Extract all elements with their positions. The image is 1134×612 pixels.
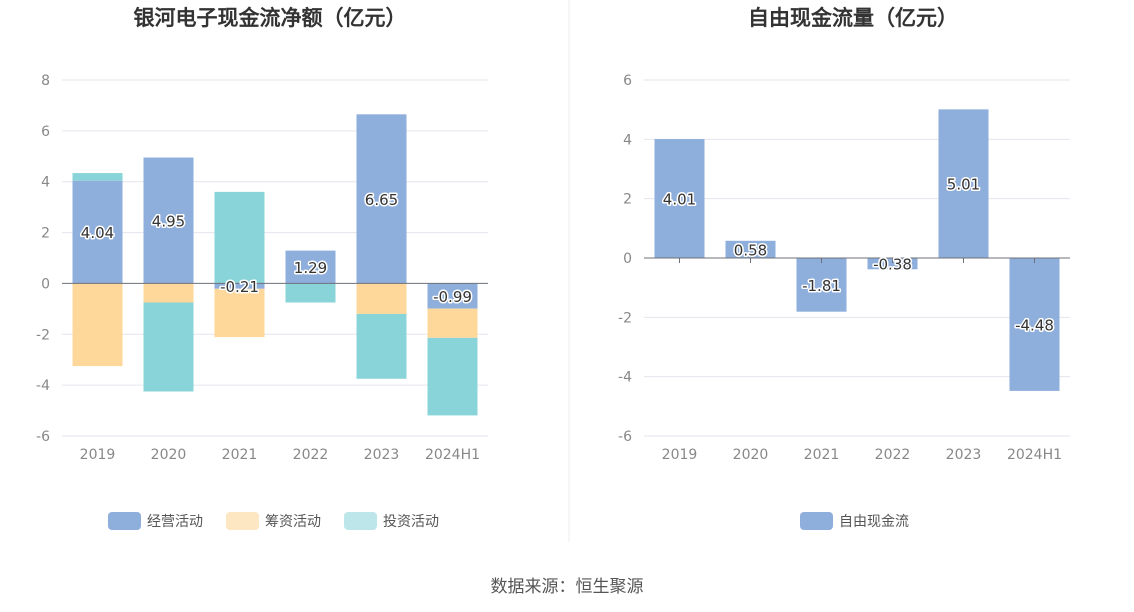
y-tick-label: 6 (41, 124, 50, 140)
legend-label-筹资活动: 筹资活动 (265, 513, 321, 530)
x-tick-label: 2019 (80, 447, 116, 463)
free-cash-flow-chart: 自由现金流量（亿元） -6 -4 -2 0 2 4 6 2019 2020 2021 2022 2023… (618, 6, 1070, 530)
legend-swatch-筹资活动 (226, 512, 259, 530)
bar-投资活动-2022 (285, 283, 336, 303)
data-source-note: 数据来源：恒生聚源 (490, 577, 644, 597)
x-tick-label: 2023 (946, 447, 982, 463)
y-tick-label: 4 (41, 175, 50, 191)
data-label: -0.38 (873, 256, 912, 274)
data-label: 0.58 (734, 241, 767, 259)
legend-swatch-投资活动 (344, 512, 377, 530)
legend-swatch-自由现金流 (800, 512, 833, 530)
y-tick-label: -6 (36, 429, 50, 445)
data-label: 5.01 (947, 176, 980, 194)
data-label: 4.04 (81, 224, 114, 242)
x-tick-label: 2020 (733, 447, 769, 463)
data-label: 4.01 (663, 191, 696, 209)
data-label: -0.21 (220, 278, 259, 296)
bar-筹资活动-2019 (72, 283, 123, 367)
y-tick-label: 4 (623, 132, 632, 148)
x-tick-label: 2019 (662, 447, 698, 463)
x-tick-label: 2024H1 (425, 447, 480, 463)
y-tick-label: 2 (41, 226, 50, 242)
legend-label-投资活动: 投资活动 (383, 514, 439, 530)
y-tick-label: 0 (41, 276, 50, 292)
x-tick-label: 2021 (222, 447, 258, 463)
bar-经营活动-2024H1 (427, 283, 478, 309)
data-label: 1.29 (294, 259, 327, 277)
data-label: 6.65 (365, 191, 398, 209)
bar-自由现金流-2021 (796, 258, 847, 312)
bar-经营活动-2022 (285, 250, 336, 284)
x-tick-label: 2023 (364, 447, 400, 463)
bar-投资活动-2020 (143, 302, 194, 392)
chart-title: 自由现金流量（亿元） (748, 6, 958, 30)
x-tick-label: 2022 (293, 447, 329, 463)
data-label: 4.95 (152, 212, 185, 230)
chart-title: 银河电子现金流净额（亿元） (134, 6, 407, 30)
legend-label-自由现金流: 自由现金流 (839, 514, 909, 530)
bar-自由现金流-2019 (654, 139, 705, 258)
bar-经营活动-2021 (214, 283, 265, 289)
y-tick-label: 6 (623, 73, 632, 89)
y-tick-label: -2 (36, 327, 50, 343)
legend-label-经营活动: 经营活动 (147, 514, 203, 530)
bar-筹资活动-2021 (214, 288, 265, 338)
bar-投资活动-2019 (72, 173, 123, 181)
y-tick-label: -4 (618, 370, 632, 386)
y-tick-label: 2 (623, 192, 632, 208)
bar-投资活动-2023 (356, 313, 407, 379)
bar-经营活动-2020 (143, 157, 194, 284)
y-tick-label: -2 (618, 310, 632, 326)
x-tick-label: 2022 (875, 447, 911, 463)
bar-自由现金流-2023 (938, 109, 989, 259)
y-tick-label: -4 (36, 378, 50, 394)
x-tick-label: 2021 (804, 447, 840, 463)
bar-经营活动-2019 (72, 180, 123, 284)
y-tick-label: 8 (41, 73, 50, 89)
bar-自由现金流-2020 (725, 240, 776, 258)
bar-经营活动-2023 (356, 114, 407, 284)
bar-自由现金流-2022 (867, 258, 918, 270)
bar-筹资活动-2024H1 (427, 308, 478, 338)
legend-swatch-经营活动 (108, 512, 141, 530)
bar-投资活动-2021 (214, 191, 265, 284)
x-tick-label: 2020 (151, 447, 187, 463)
bar-投资活动-2024H1 (427, 337, 478, 416)
x-tick-label: 2024H1 (1007, 447, 1062, 463)
y-tick-label: 0 (623, 251, 632, 267)
bar-筹资活动-2020 (143, 283, 194, 303)
bar-自由现金流-2024H1 (1009, 258, 1060, 391)
net-cash-flow-chart: 银河电子现金流净额（亿元） -6 -4 -2 0 2 4 6 8 2019 2020 2021 2022… (36, 6, 488, 530)
bar-筹资活动-2023 (356, 283, 407, 314)
data-label: -4.48 (1015, 316, 1054, 334)
data-label: -0.99 (433, 288, 472, 306)
data-label: -1.81 (802, 277, 841, 295)
y-tick-label: -6 (618, 429, 632, 445)
